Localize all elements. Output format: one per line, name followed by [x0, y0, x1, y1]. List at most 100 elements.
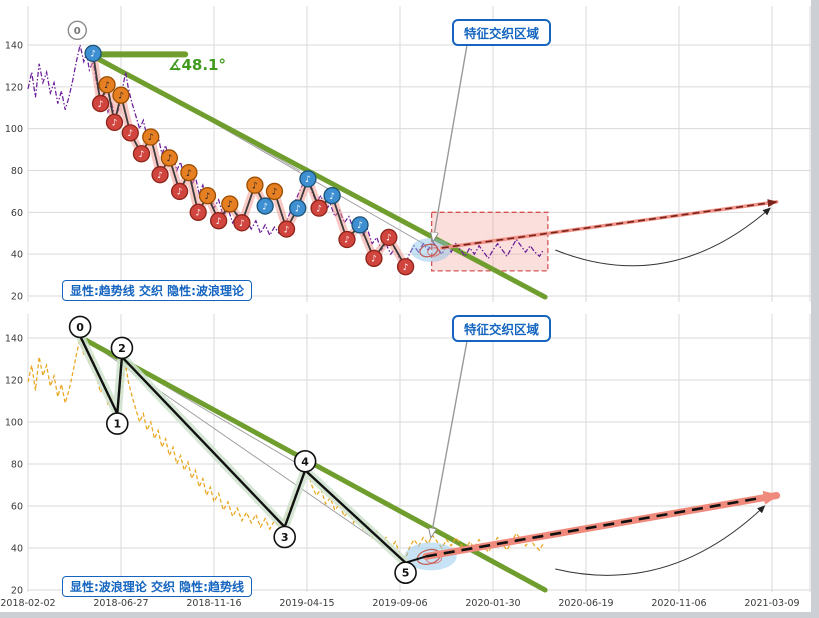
note-marker-glyph: ♪ [90, 50, 96, 60]
panel-bottom: 140 120 100 80 60 40 20 0 1 2 3 4 5 [5, 314, 811, 597]
note-marker [380, 228, 398, 247]
wave-number-circle [273, 525, 296, 549]
note-marker-glyph: ♪ [166, 154, 172, 164]
note-marker [98, 76, 116, 94]
arc-annotation [555, 505, 766, 576]
note-marker-glyph: ♪ [186, 169, 192, 179]
note-marker-glyph: ♪ [216, 217, 222, 227]
note-marker-glyph: ♪ [252, 181, 258, 191]
x-tick-label: 2020-06-19 [558, 598, 613, 609]
note-marker [112, 86, 130, 104]
note-marker-glyph: ♪ [386, 234, 392, 244]
wave-number: 5 [402, 567, 410, 580]
arc-annotation [555, 207, 771, 267]
note-marker [151, 166, 169, 184]
note-marker-glyph: ♪ [157, 171, 163, 181]
note-marker [189, 203, 207, 221]
ellipse-highlight [410, 237, 451, 262]
note-marker [142, 128, 160, 146]
x-tick-label: 2019-09-06 [372, 598, 427, 609]
note-marker-glyph: ♪ [357, 221, 363, 231]
note-marker-glyph: ♪ [329, 192, 335, 202]
wave-number: 0 [76, 321, 84, 334]
note-marker [132, 145, 151, 163]
y-tick-label: 80 [11, 460, 23, 471]
note-marker-glyph: ♪ [205, 192, 211, 202]
note-marker [338, 230, 356, 249]
wave-glow [75, 331, 411, 568]
x-tick-label: 2019-04-15 [279, 598, 334, 609]
y-tick-label: 40 [11, 544, 23, 555]
note-marker-glyph: ♪ [344, 236, 350, 246]
note-marker-glyph: ♪ [316, 204, 322, 214]
projection-arrow [441, 199, 778, 249]
note-marker-glyph: ♪ [262, 202, 268, 212]
x-tick-label: 2020-01-30 [465, 598, 520, 609]
note-marker [289, 199, 307, 217]
region-pointer-arrow [433, 44, 468, 241]
note-marker-glyph: ♪ [227, 200, 233, 210]
note-marker [170, 182, 189, 201]
wave-number: 1 [113, 418, 121, 431]
y-tick-label: 60 [11, 502, 23, 513]
wave-number-circle [110, 336, 134, 360]
bottom-region-label: 特征交织区域 [452, 315, 552, 342]
wave-number-circle [293, 449, 317, 473]
x-tick-label: 2021-03-09 [744, 598, 799, 609]
note-marker [180, 163, 198, 182]
wave-number-circle [394, 561, 417, 585]
y-tick-label: 120 [5, 376, 23, 387]
wave-number: 4 [301, 455, 309, 468]
start-badge-label: 0 [74, 26, 81, 37]
note-marker [160, 149, 179, 167]
note-marker-glyph: ♪ [295, 204, 301, 214]
note-marker-glyph: ♪ [148, 133, 154, 143]
note-marker [84, 44, 102, 63]
y-tick-label: 20 [11, 292, 23, 303]
y-tick-label: 100 [5, 418, 23, 429]
note-marker [91, 94, 110, 113]
wave-line [78, 335, 407, 564]
wave-tail [405, 555, 427, 564]
note-marker [233, 214, 251, 232]
note-marker [323, 186, 341, 205]
note-marker-glyph: ♪ [195, 209, 201, 219]
wave-number: 2 [118, 342, 126, 355]
angle-annotation: ∡48.1° [168, 56, 226, 74]
note-marker [209, 212, 228, 230]
note-marker [246, 176, 264, 194]
note-marker-glyph: ♪ [112, 119, 118, 129]
y-tick-label: 60 [11, 208, 23, 219]
note-marker-glyph: ♪ [118, 91, 124, 101]
note-marker-glyph: ♪ [239, 219, 245, 229]
note-marker [256, 197, 274, 215]
y-tick-label: 100 [5, 124, 23, 135]
note-marker-glyph: ♪ [98, 100, 104, 110]
note-marker [299, 170, 317, 188]
note-marker [310, 199, 328, 217]
y-tick-label: 140 [5, 334, 23, 345]
note-marker-glyph: ♪ [139, 150, 145, 160]
x-tick-label: 2018-11-16 [186, 598, 241, 609]
y-tick-label: 20 [11, 586, 23, 597]
y-tick-label: 40 [11, 250, 23, 261]
scribble [427, 247, 441, 257]
y-tick-label: 140 [5, 41, 23, 52]
region-pointer-arrow [431, 340, 468, 537]
trendline [85, 50, 548, 300]
note-marker-glyph: ♪ [104, 81, 110, 91]
note-marker [105, 113, 124, 132]
note-marker [121, 124, 139, 142]
note-marker-glyph: ♪ [284, 225, 290, 235]
note-marker [198, 186, 217, 205]
note-marker-glyph: ♪ [403, 263, 409, 273]
panel-top: 14012010080604020♪♪♪♪♪♪♪♪♪♪♪♪♪♪♪♪♪♪♪♪♪♪♪… [5, 6, 811, 303]
note-marker-glyph: ♪ [371, 255, 377, 265]
wave-number-circle [105, 412, 129, 435]
note-marker-glyph: ♪ [272, 188, 278, 198]
note-marker [351, 216, 369, 234]
top-panel-legend: 显性:趋势线 交织 隐性:波浪理论 [62, 280, 252, 301]
projection-arrow [425, 496, 763, 558]
note-marker-glyph: ♪ [305, 175, 311, 185]
